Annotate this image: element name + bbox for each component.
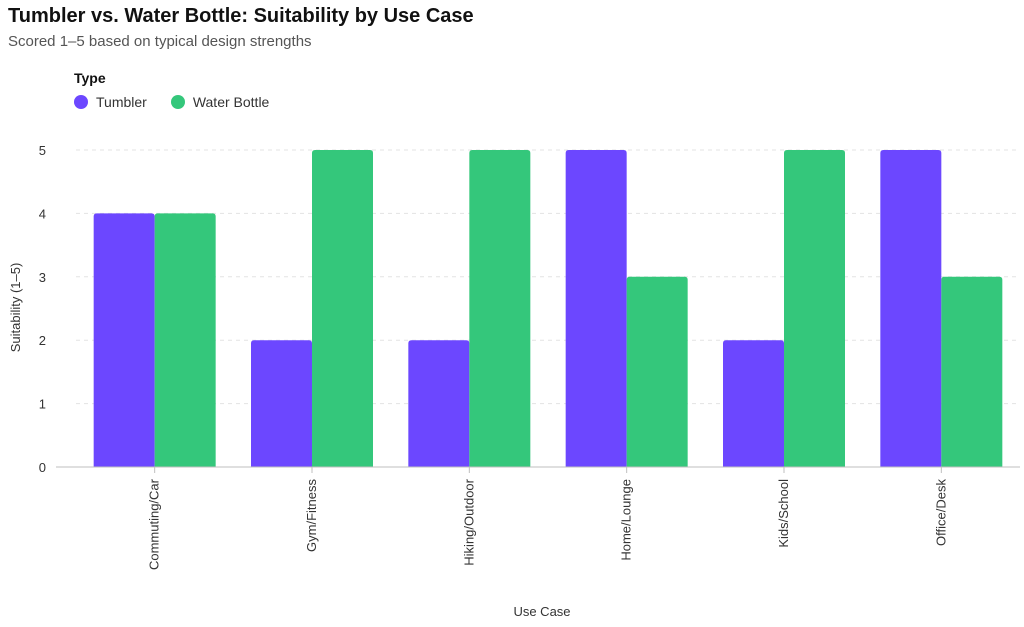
x-axis-label: Use Case — [513, 604, 570, 619]
bar-tumbler-hiking-outdoor[interactable] — [408, 340, 470, 467]
x-tick-label: Home/Lounge — [619, 479, 634, 561]
y-tick-label: 2 — [39, 333, 46, 348]
legend-swatch-water-bottle — [170, 95, 185, 109]
bar-water-bottle-kids-school[interactable] — [784, 150, 845, 467]
bar-water-bottle-commuting-car[interactable] — [154, 213, 216, 467]
grid-lines — [76, 149, 1020, 405]
x-tick-label: Gym/Fitness — [304, 479, 319, 552]
y-tick-label: 0 — [39, 460, 46, 475]
legend-item-tumbler[interactable]: Tumbler — [74, 94, 147, 110]
x-tick-label: Kids/School — [776, 479, 791, 548]
y-ticks: 0 1 2 3 4 5 — [39, 143, 46, 475]
bars — [93, 150, 1003, 467]
y-tick-label: 3 — [39, 270, 46, 285]
y-tick-label: 1 — [39, 397, 46, 412]
x-ticks: Commuting/Car Gym/Fitness Hiking/Outdoor Ho… — [147, 467, 948, 570]
bar-water-bottle-home-lounge[interactable] — [626, 276, 688, 467]
y-tick-label: 4 — [39, 206, 46, 221]
legend-item-water-bottle[interactable]: Water Bottle — [170, 94, 270, 110]
bar-water-bottle-hiking-outdoor[interactable] — [469, 150, 531, 467]
bar-tumbler-gym-fitness[interactable] — [251, 340, 312, 467]
x-tick-label: Office/Desk — [933, 479, 948, 546]
legend-label-water-bottle: Water Bottle — [192, 94, 270, 110]
bar-water-bottle-gym-fitness[interactable] — [312, 150, 373, 467]
bar-tumbler-home-lounge[interactable] — [565, 150, 627, 467]
y-tick-label: 5 — [39, 143, 46, 158]
chart-title: Tumbler vs. Water Bottle: Suitability by… — [8, 5, 474, 27]
y-axis-label: Suitability (1–5) — [8, 263, 23, 353]
legend-swatch-tumbler — [74, 95, 88, 109]
legend: Type Tumbler Water Bottle — [74, 70, 293, 110]
bar-water-bottle-office-desk[interactable] — [941, 276, 1003, 467]
x-tick-label: Commuting/Car — [147, 478, 162, 570]
bar-tumbler-office-desk[interactable] — [880, 150, 942, 467]
bar-tumbler-kids-school[interactable] — [723, 340, 784, 467]
chart-subtitle: Scored 1–5 based on typical design stren… — [8, 33, 312, 50]
legend-label-tumbler: Tumbler — [96, 94, 147, 110]
x-tick-label: Hiking/Outdoor — [461, 478, 476, 565]
bar-tumbler-commuting-car[interactable] — [93, 213, 155, 467]
legend-title: Type — [74, 70, 106, 86]
